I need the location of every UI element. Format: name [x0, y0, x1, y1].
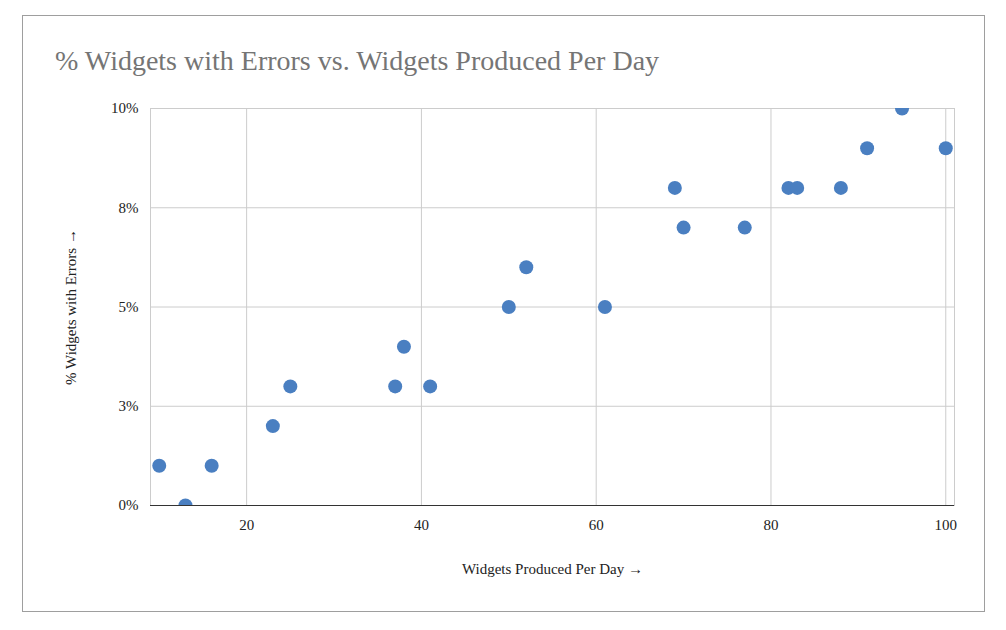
svg-text:20: 20 — [239, 517, 254, 533]
svg-text:0%: 0% — [119, 497, 139, 513]
svg-text:3%: 3% — [119, 398, 139, 414]
svg-text:100: 100 — [935, 517, 958, 533]
svg-text:60: 60 — [589, 517, 604, 533]
svg-text:80: 80 — [763, 517, 778, 533]
html-text:% Widgets with Errors vs. Widg: % Widgets with Errors vs. Widgets Produc… — [55, 45, 660, 76]
svg-text:40: 40 — [414, 517, 429, 533]
svg-text:% Widgets with Errors →: % Widgets with Errors → — [63, 229, 79, 385]
svg-text:8%: 8% — [119, 200, 139, 216]
svg-text:5%: 5% — [119, 299, 139, 315]
svg-text:Widgets Produced Per Day →: Widgets Produced Per Day → — [462, 561, 643, 577]
svg-text:10%: 10% — [111, 100, 139, 116]
